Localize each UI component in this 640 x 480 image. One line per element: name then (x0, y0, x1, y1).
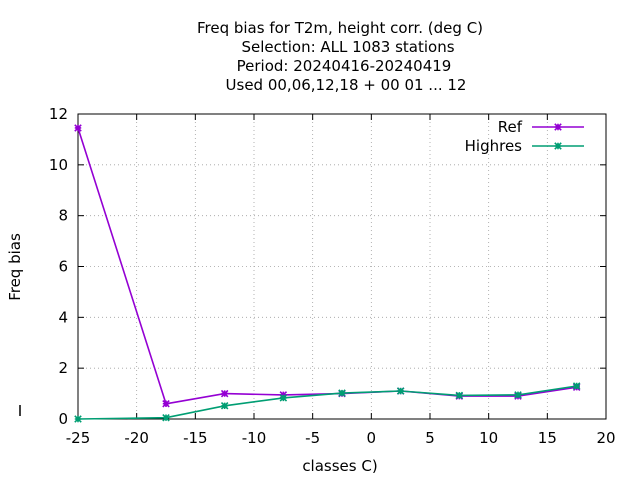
data-point-ref-dot (163, 401, 169, 406)
legend-marker-highres-dot (555, 143, 561, 149)
grid-lines (78, 114, 606, 419)
x-tick-label: -20 (124, 429, 149, 447)
y-tick-label: 10 (49, 156, 68, 174)
legend-marker-ref-dot (555, 124, 561, 130)
x-tick-labels: -25 -20 -15 -10 -5 0 5 10 15 20 (66, 429, 616, 447)
title-line-3: Period: 20240416-20240419 (237, 57, 452, 75)
data-point-ref-dot (222, 391, 227, 396)
x-tick-label: -25 (66, 429, 91, 447)
title-line-1: Freq bias for T2m, height corr. (deg C) (197, 19, 483, 37)
data-point-highres-dot (339, 390, 345, 396)
series-line-ref (77, 127, 577, 405)
legend-label-highres: Highres (465, 137, 523, 155)
x-tick-label: 20 (596, 429, 615, 447)
series-line-highres (77, 385, 577, 420)
x-tick-label: 0 (367, 429, 377, 447)
title-line-4: Used 00,06,12,18 + 00 01 ... 12 (226, 76, 467, 94)
data-point-highres-dot (398, 388, 403, 394)
chart-title: Freq bias for T2m, height corr. (deg C) … (197, 19, 483, 94)
x-tick-label: -5 (305, 429, 320, 447)
y-tick-labels: 0 2 4 6 8 10 12 (49, 105, 68, 428)
y-tick-label: 12 (49, 105, 68, 123)
data-point-highres-dot (222, 403, 227, 408)
x-axis-label: classes C) (302, 457, 377, 475)
x-tick-label: -15 (183, 429, 208, 447)
data-point-ref-dot (75, 125, 81, 131)
data-point-highres-dot (457, 393, 462, 398)
data-series (74, 124, 581, 423)
data-point-highres-dot (515, 392, 521, 398)
y-tick-label: 4 (58, 308, 68, 326)
x-tick-label: 10 (479, 429, 498, 447)
x-tick-label: 5 (425, 429, 435, 447)
y-tick-label: 8 (58, 207, 68, 225)
legend-label-ref: Ref (498, 118, 523, 136)
series-ref (74, 124, 581, 408)
data-point-highres-dot (75, 416, 81, 422)
y-tick-label: 6 (58, 258, 68, 276)
data-point-highres-dot (574, 383, 579, 389)
series-highres (74, 382, 581, 423)
y-tick-label: 0 (58, 410, 68, 428)
data-point-highres-dot (163, 415, 169, 420)
y-axis-label: Freq bias (6, 233, 24, 301)
x-tick-label: 15 (538, 429, 557, 447)
title-line-2: Selection: ALL 1083 stations (241, 38, 454, 56)
y-tick-label: 2 (58, 359, 68, 377)
data-point-highres-dot (281, 395, 286, 401)
x-tick-label: -10 (242, 429, 267, 447)
